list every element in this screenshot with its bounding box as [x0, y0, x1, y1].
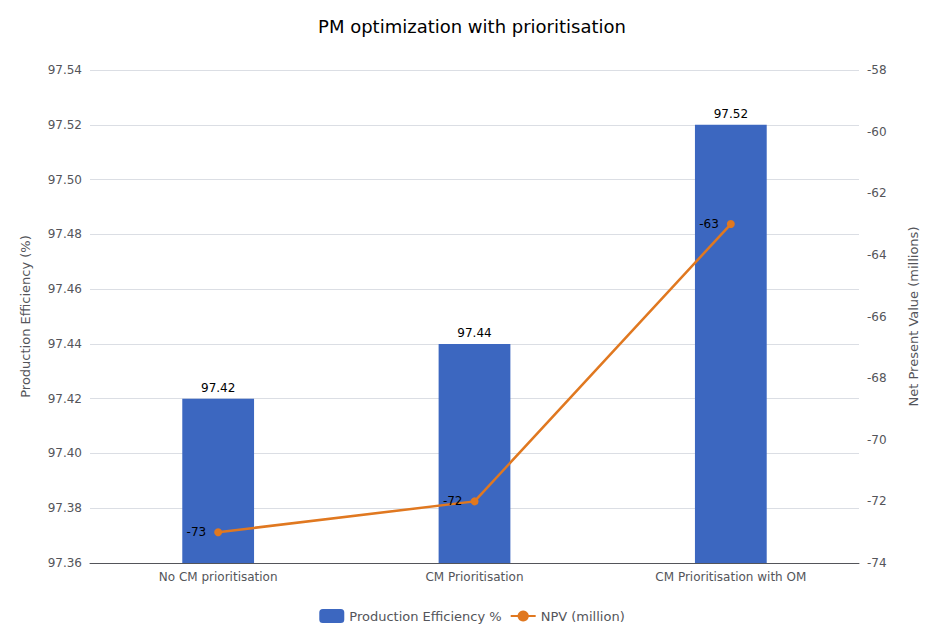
svg-text:-60: -60 [867, 125, 887, 139]
svg-text:PM optimization with prioritis: PM optimization with prioritisation [318, 16, 626, 37]
svg-text:97.54: 97.54 [48, 63, 82, 77]
svg-text:-62: -62 [867, 186, 887, 200]
svg-text:97.50: 97.50 [48, 173, 82, 187]
svg-text:97.40: 97.40 [48, 446, 82, 460]
svg-text:Net Present Value (millions): Net Present Value (millions) [906, 227, 921, 407]
svg-text:97.44: 97.44 [457, 326, 491, 340]
svg-text:97.48: 97.48 [48, 227, 82, 241]
svg-text:NPV (million): NPV (million) [541, 609, 625, 624]
svg-text:-58: -58 [867, 63, 887, 77]
svg-text:-72: -72 [867, 494, 887, 508]
svg-text:-66: -66 [867, 310, 887, 324]
svg-text:97.44: 97.44 [48, 337, 82, 351]
svg-text:97.42: 97.42 [48, 392, 82, 406]
svg-text:-63: -63 [699, 217, 719, 231]
svg-text:-72: -72 [443, 494, 463, 508]
svg-text:-70: -70 [867, 433, 887, 447]
svg-text:97.42: 97.42 [201, 381, 235, 395]
svg-text:-73: -73 [187, 525, 207, 539]
svg-text:Production Efficiency (%): Production Efficiency (%) [18, 235, 33, 398]
svg-text:-64: -64 [867, 248, 887, 262]
svg-text:97.38: 97.38 [48, 501, 82, 515]
svg-text:CM Prioritisation with OM: CM Prioritisation with OM [655, 570, 806, 584]
svg-text:97.36: 97.36 [48, 556, 82, 570]
svg-text:No CM prioritisation: No CM prioritisation [159, 570, 278, 584]
svg-text:-68: -68 [867, 371, 887, 385]
svg-text:Production Efficiency %: Production Efficiency % [349, 609, 501, 624]
svg-text:97.46: 97.46 [48, 282, 82, 296]
svg-text:97.52: 97.52 [714, 107, 748, 121]
svg-text:97.52: 97.52 [48, 118, 82, 132]
svg-text:CM Prioritisation: CM Prioritisation [425, 570, 523, 584]
svg-text:-74: -74 [867, 556, 887, 570]
